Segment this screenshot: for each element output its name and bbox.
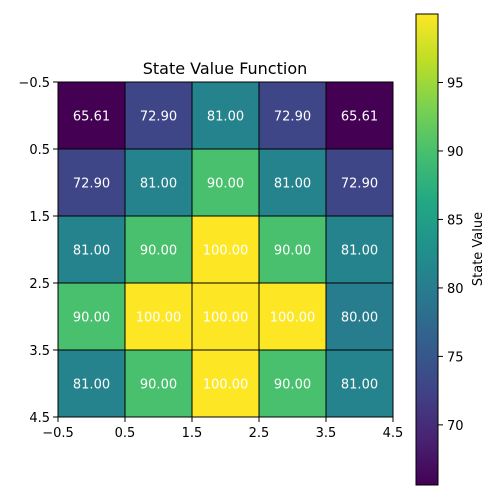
- heatmap-cell-r4-c4: [325, 349, 394, 418]
- heatmap-cell-r4-c0: [57, 349, 126, 418]
- cell-label-r3-c2: 100.00: [203, 311, 249, 326]
- y-tick-label-1: 0.5: [29, 143, 50, 158]
- heatmap-cell-r3-c2: [191, 282, 260, 351]
- y-tick-label-0: −0.5: [18, 76, 50, 91]
- colorbar-frame: [415, 13, 439, 486]
- heatmap-cells: [57, 81, 394, 418]
- y-tick-label-3: 2.5: [29, 277, 50, 292]
- heatmap-cell-r4-c1: [124, 349, 193, 418]
- heatmap-cell-r1-c2: [191, 148, 260, 217]
- cell-label-r1-c4: 72.90: [341, 177, 378, 192]
- x-tick-label-1: 0.5: [115, 426, 136, 441]
- cell-label-r2-c2: 100.00: [203, 244, 249, 259]
- y-axis: −0.5 0.5 1.5 2.5 3.5 4.5: [18, 76, 58, 426]
- cell-label-r0-c3: 72.90: [274, 110, 311, 125]
- cell-label-r2-c1: 90.00: [140, 244, 177, 259]
- plot-frame: [57, 81, 394, 418]
- heatmap-cell-r3-c1: [124, 282, 193, 351]
- colorbar-tick-label-3: 85: [447, 213, 464, 228]
- heatmap-cell-r4-c2: [191, 349, 260, 418]
- x-tick-label-3: 2.5: [249, 426, 270, 441]
- cell-label-r0-c0: 65.61: [73, 110, 110, 125]
- cell-label-r4-c0: 81.00: [73, 378, 110, 393]
- colorbar-fill: [416, 14, 438, 485]
- x-tick-label-4: 3.5: [316, 426, 337, 441]
- y-tick-label-4: 3.5: [29, 344, 50, 359]
- colorbar-tick-label-2: 80: [447, 282, 464, 297]
- colorbar-ticks: 70 75 80 85 90 95: [438, 76, 464, 434]
- heatmap-cell-r2-c1: [124, 215, 193, 284]
- cell-label-r2-c4: 81.00: [341, 244, 378, 259]
- cell-label-r3-c0: 90.00: [73, 311, 110, 326]
- cell-label-r4-c2: 100.00: [203, 378, 249, 393]
- cell-label-r3-c1: 100.00: [136, 311, 182, 326]
- cell-label-r4-c3: 90.00: [274, 378, 311, 393]
- x-tick-label-0: −0.5: [42, 426, 74, 441]
- x-tick-label-2: 1.5: [182, 426, 203, 441]
- cell-label-r0-c2: 81.00: [207, 110, 244, 125]
- cell-label-r3-c3: 100.00: [270, 311, 316, 326]
- heatmap-cell-r2-c3: [258, 215, 327, 284]
- colorbar: [415, 13, 439, 486]
- cell-labels: 65.61 72.90 81.00 72.90 65.61 72.90 81.00 90.00…: [73, 110, 378, 393]
- cell-label-r0-c1: 72.90: [140, 110, 177, 125]
- y-tick-label-2: 1.5: [29, 210, 50, 225]
- cell-label-r4-c1: 90.00: [140, 378, 177, 393]
- cell-label-r2-c3: 90.00: [274, 244, 311, 259]
- heatmap-cell-r1-c4: [325, 148, 394, 217]
- chart-title: State Value Function: [143, 59, 308, 78]
- colorbar-label: State Value: [471, 212, 486, 286]
- colorbar-tick-label-0: 70: [447, 419, 464, 434]
- heatmap-cell-r1-c0: [57, 148, 126, 217]
- cell-label-r0-c4: 65.61: [341, 110, 378, 125]
- cell-label-r1-c1: 81.00: [140, 177, 177, 192]
- heatmap-cell-r0-c3: [258, 81, 327, 150]
- cell-label-r1-c2: 90.00: [207, 177, 244, 192]
- x-axis: −0.5 0.5 1.5 2.5 3.5 4.5: [42, 417, 403, 441]
- colorbar-tick-label-5: 95: [447, 76, 464, 91]
- colorbar-tick-label-4: 90: [447, 145, 464, 160]
- y-tick-label-5: 4.5: [29, 411, 50, 426]
- colorbar-tick-label-1: 75: [447, 350, 464, 365]
- x-tick-label-5: 4.5: [383, 426, 404, 441]
- cell-label-r1-c3: 81.00: [274, 177, 311, 192]
- cell-label-r4-c4: 81.00: [341, 378, 378, 393]
- cell-label-r2-c0: 81.00: [73, 244, 110, 259]
- heatmap-cell-r3-c3: [258, 282, 327, 351]
- cell-label-r3-c4: 80.00: [341, 311, 378, 326]
- heatmap-cell-r0-c1: [124, 81, 193, 150]
- heatmap-cell-r0-c0: [57, 81, 126, 150]
- heatmap-cell-r3-c4: [325, 282, 394, 351]
- cell-label-r1-c0: 72.90: [73, 177, 110, 192]
